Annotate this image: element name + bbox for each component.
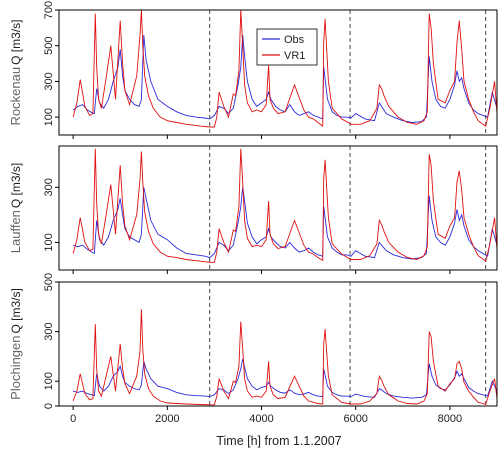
chart-legend: Obs VR1 — [256, 28, 318, 66]
legend-label-obs: Obs — [284, 34, 305, 46]
x-tick-label: 0 — [70, 413, 76, 425]
x-tick-label: 8000 — [438, 413, 462, 425]
panel-plochingen: 0 100 300 500 0 2000 4000 6000 8000 PlochingenQ [… — [8, 273, 498, 425]
y-tick-label: 100 — [43, 233, 55, 251]
legend-box — [256, 28, 318, 66]
y-axis-label: RockenauQ [m3/s] — [8, 20, 23, 126]
panel-frame — [58, 145, 498, 271]
y-tick-label: 100 — [43, 108, 55, 126]
series-line-vr1 — [72, 148, 497, 263]
panel-frame — [58, 281, 498, 407]
x-axis-label: Time [h] from 1.1.2007 — [216, 434, 341, 448]
series-line-vr1 — [72, 309, 497, 406]
y-tick-label: 500 — [43, 37, 55, 55]
y-tick-label: 300 — [43, 322, 55, 340]
series-line-vr1 — [72, 10, 497, 128]
y-tick-label: 300 — [43, 178, 55, 196]
y-tick-label: 300 — [43, 72, 55, 90]
chart-panels: 100 300 500 700 RockenauQ [m3/s] 100 300 Lauffe… — [8, 1, 498, 425]
y-tick-label: 100 — [43, 372, 55, 390]
y-axis-label: PlochingenQ [m3/s] — [8, 288, 23, 400]
panel-lauffen: 100 300 LauffenQ [m3/s] — [8, 145, 498, 274]
y-axis-label: LauffenQ [m3/s] — [8, 163, 23, 253]
x-tick-label: 4000 — [249, 413, 273, 425]
y-tick-label: 0 — [43, 403, 55, 409]
y-tick-label: 700 — [43, 1, 55, 19]
series-line-obs — [72, 358, 497, 399]
panel-rockenau: 100 300 500 700 RockenauQ [m3/s] — [8, 1, 498, 139]
legend-label-vr1: VR1 — [284, 50, 305, 62]
panel-frame — [58, 9, 498, 136]
y-tick-label: 500 — [43, 273, 55, 291]
x-tick-label: 2000 — [155, 413, 179, 425]
x-tick-label: 6000 — [343, 413, 367, 425]
